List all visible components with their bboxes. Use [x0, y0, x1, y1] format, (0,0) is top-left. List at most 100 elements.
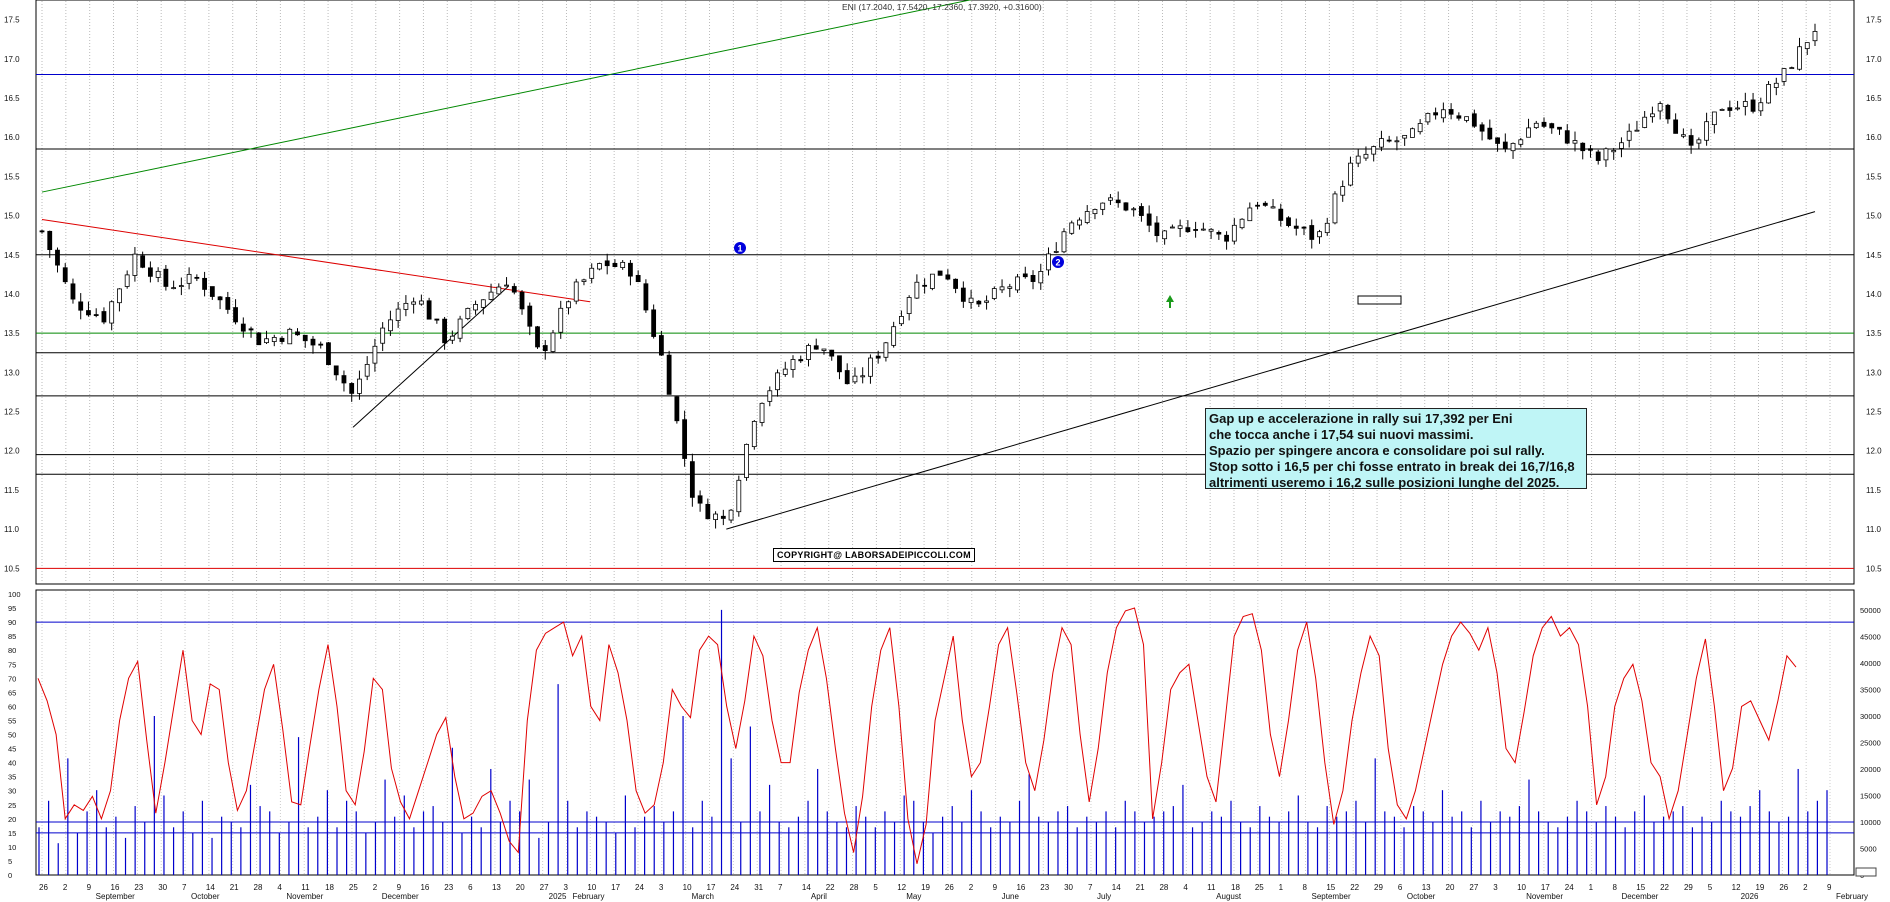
candle-body — [1657, 103, 1663, 112]
osc-tick-label: 35 — [8, 773, 16, 782]
x-month-label: November — [1526, 892, 1563, 901]
x-tick-label: 15 — [1636, 883, 1645, 892]
vol-tick-label: 5000 — [1860, 844, 1877, 853]
candle-body — [806, 345, 811, 361]
price-panel-frame — [35, 0, 1855, 585]
candle-body — [720, 515, 726, 519]
osc-tick-label: 70 — [8, 674, 16, 683]
candle-body — [488, 291, 494, 300]
candle-body — [929, 273, 935, 289]
candle-body — [333, 365, 339, 376]
candle-body — [984, 300, 989, 303]
y-tick-label: 13.5 — [1866, 329, 1882, 338]
candle-body — [999, 286, 1005, 291]
candle-body — [1588, 148, 1593, 151]
y-tick-label: 11.5 — [1866, 486, 1882, 495]
candle-body — [62, 267, 68, 283]
candle-body — [937, 270, 943, 276]
candle-body — [442, 318, 448, 344]
candle-body — [1696, 139, 1702, 144]
x-month-label: February — [572, 892, 604, 901]
candle-body — [1007, 286, 1013, 289]
x-tick-label: 2 — [1803, 883, 1808, 892]
x-tick-label: 9 — [87, 883, 92, 892]
y-tick-label: 14.0 — [1866, 290, 1882, 299]
candle-body — [480, 299, 486, 308]
candle-body — [1448, 109, 1454, 115]
x-tick-label: 25 — [1255, 883, 1264, 892]
x-tick-label: 16 — [111, 883, 120, 892]
osc-tick-label: 95 — [8, 604, 16, 613]
candle-body — [271, 337, 277, 342]
x-month-label: July — [1097, 892, 1111, 901]
x-tick-label: 16 — [1016, 883, 1025, 892]
x-tick-label: 11 — [1207, 883, 1216, 892]
indicator-panel-frame — [35, 589, 1855, 876]
candle-body — [1131, 208, 1137, 211]
candle-body — [171, 287, 177, 290]
x-month-label: March — [692, 892, 714, 901]
candle-body — [202, 277, 207, 290]
candle-body — [844, 370, 850, 385]
x-month-label: December — [382, 892, 419, 901]
y-tick-label: 16.5 — [1866, 94, 1882, 103]
x-tick-label: 22 — [826, 883, 835, 892]
candle-body — [1766, 84, 1771, 104]
candle-body — [1781, 68, 1787, 82]
candle-body — [883, 342, 889, 358]
candle-body — [1518, 139, 1524, 145]
vol-tick-label: 45000 — [1860, 632, 1881, 641]
osc-tick-label: 50 — [8, 731, 16, 740]
candle-body — [1270, 206, 1276, 209]
note-line: Spazio per spingere ancora e consolidare… — [1209, 443, 1545, 458]
candle-body — [1100, 202, 1106, 210]
x-tick-label: 26 — [945, 883, 954, 892]
candle-body — [1348, 162, 1353, 186]
candle-body — [1340, 186, 1346, 196]
x-tick-label: 21 — [230, 883, 239, 892]
candle-body — [1580, 142, 1586, 152]
zone-box — [1357, 295, 1402, 305]
candle-body — [194, 276, 200, 279]
vol-tick-label: 20000 — [1860, 765, 1881, 774]
candle-body — [117, 288, 122, 304]
candle-body — [264, 338, 269, 344]
candle-body — [597, 263, 602, 270]
candle-body — [1255, 204, 1260, 207]
y-tick-label: 13.0 — [4, 368, 20, 377]
candle-body — [612, 262, 618, 267]
y-tick-label: 15.5 — [1866, 172, 1882, 181]
candle-body — [1355, 155, 1361, 164]
candle-body — [217, 296, 223, 301]
candle-body — [380, 327, 386, 344]
candle-body — [689, 461, 695, 498]
candle-body — [1549, 123, 1555, 129]
vol-tick-label: 15000 — [1860, 791, 1881, 800]
osc-tick-label: 15 — [8, 829, 16, 838]
candle-body — [1363, 153, 1369, 159]
candle-body — [1053, 251, 1059, 253]
candle-body — [1169, 226, 1175, 229]
copyright-label: COPYRIGHT@ LABORSADEIPICCOLI.COM — [773, 548, 975, 562]
candle-series — [39, 23, 1818, 529]
osc-tick-label: 25 — [8, 801, 16, 810]
candle-body — [1022, 273, 1028, 278]
candle-body — [813, 345, 819, 350]
y-tick-label: 17.0 — [4, 55, 20, 64]
candle-body — [1386, 139, 1392, 142]
candle-body — [891, 326, 897, 346]
vol-tick-label: 50000 — [1860, 606, 1881, 615]
candle-body — [70, 283, 76, 300]
candle-body — [1433, 112, 1439, 116]
candle-body — [852, 375, 858, 383]
candle-body — [1572, 140, 1578, 144]
candle-body — [1750, 99, 1756, 112]
candle-body — [310, 338, 316, 346]
y-tick-label: 16.0 — [1866, 133, 1882, 142]
osc-tick-label: 45 — [8, 745, 16, 754]
candle-body — [566, 301, 571, 309]
y-tick-label: 13.0 — [1866, 368, 1882, 377]
x-tick-label: 4 — [277, 883, 282, 892]
candle-body — [1642, 116, 1648, 128]
x-tick-label: 21 — [1136, 883, 1145, 892]
